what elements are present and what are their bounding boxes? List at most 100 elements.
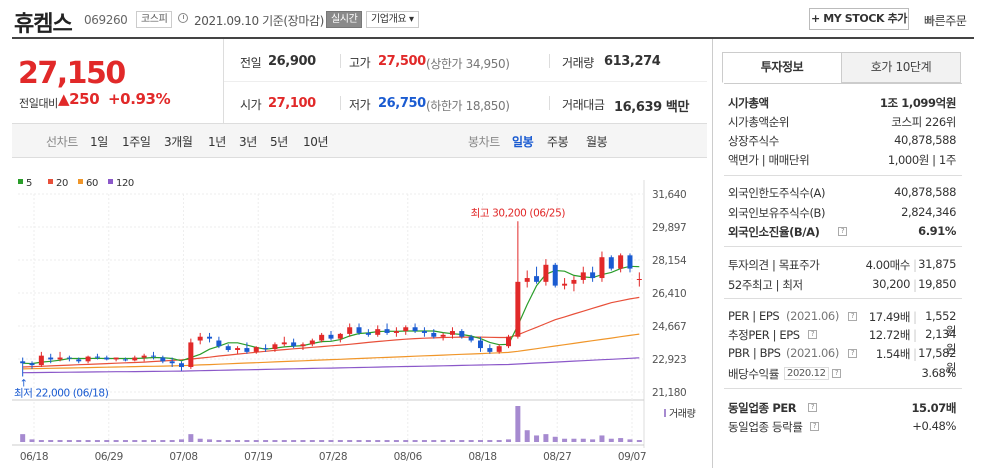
legend-swatch (78, 179, 83, 184)
opinion-label: 투자의견 | 목표주가 (728, 258, 820, 272)
volume-bar (506, 439, 512, 442)
candle-body (534, 276, 540, 282)
volume-bar (29, 439, 35, 442)
divider (724, 388, 962, 389)
tab-hoga[interactable]: 호가 10단계 (841, 52, 961, 83)
corp-info-dropdown[interactable]: 기업개요 ▾ (366, 11, 419, 28)
price-chart[interactable]: 5 20 60 120 31,640 29,897 28,154 26,410 24,667 2… (12, 158, 712, 468)
mktcap-label: 시가총액 (728, 96, 769, 110)
dividend-label: 배당수익률 (728, 367, 779, 381)
candle-body (449, 331, 455, 335)
candle-tab-weekly[interactable]: 주봉 (547, 135, 569, 149)
market-badge: 코스피 (136, 11, 173, 28)
period-tab-3y[interactable]: 3년 (239, 135, 257, 149)
volume-bar (403, 440, 409, 442)
w52-low: 19,850 (918, 277, 956, 291)
candle-body (524, 278, 530, 282)
volume-bar (76, 440, 82, 442)
volume-bar (188, 434, 194, 442)
period-tab-10y[interactable]: 10년 (303, 135, 329, 149)
high-label: 고가 (349, 56, 371, 70)
tab-underline (724, 83, 962, 84)
volume-bar (496, 440, 502, 442)
candle-body (562, 283, 568, 286)
candle-body (57, 357, 63, 360)
help-icon[interactable]: ? (848, 312, 857, 321)
help-icon[interactable]: ? (808, 403, 817, 412)
help-icon[interactable]: ? (808, 330, 817, 339)
volume-bar (244, 440, 250, 442)
industry-chg-value: +0.48% (912, 419, 956, 433)
volume-label: 거래량 (669, 408, 696, 420)
volume-bar (132, 440, 138, 442)
volume-bar (104, 440, 110, 442)
candle-body (76, 359, 82, 362)
volume-bar (431, 440, 437, 442)
quick-order-link[interactable]: 빠른주문 (924, 14, 967, 28)
volume-bar (66, 440, 72, 442)
candle-body (216, 340, 222, 347)
period-tab-1w[interactable]: 1주일 (122, 135, 151, 149)
candle-body (309, 340, 315, 345)
ma-line-20 (22, 296, 640, 368)
change-label: 전일대비 (19, 97, 58, 110)
volume-legend-swatch (664, 409, 666, 417)
volume-value: 613,274 (604, 54, 661, 69)
volume-bar (272, 440, 278, 442)
right-panel (712, 39, 982, 468)
add-mystock-button[interactable]: + MY STOCK 추가 (809, 8, 909, 30)
candle-body (66, 357, 72, 359)
y-tick-label: 28,154 (652, 255, 687, 267)
legend-label: 20 (56, 178, 68, 189)
chart-grid (12, 180, 645, 448)
volume-bar (393, 440, 399, 442)
volume-bar (356, 440, 362, 442)
candle-body (599, 257, 605, 279)
candle-body (459, 331, 465, 337)
help-icon[interactable]: ? (838, 227, 847, 236)
volume-bar (375, 440, 381, 442)
industry-chg-label: 동일업종 등락률 (728, 420, 803, 434)
period-tab-5y[interactable]: 5년 (270, 135, 288, 149)
candle-body (225, 346, 231, 350)
eps-value: 1,552원 (925, 309, 956, 338)
divider (724, 298, 962, 299)
stock-name: 휴켐스 (14, 12, 73, 37)
volume-bar (571, 438, 577, 442)
volume-bar (337, 440, 343, 442)
candle-body (487, 348, 493, 352)
x-tick-label: 06/29 (95, 451, 123, 463)
candle-tab-monthly[interactable]: 월봉 (586, 135, 608, 149)
divider (724, 246, 962, 247)
bps-value: 17,582원 (918, 346, 956, 375)
help-icon[interactable]: ? (848, 349, 857, 358)
par-value: 1,000원 | 1주 (887, 153, 957, 167)
candle-body (300, 344, 306, 347)
candle-tab-daily[interactable]: 일봉 (512, 135, 534, 149)
volume-label: 거래량 (562, 56, 594, 70)
x-tick-label: 07/08 (169, 451, 197, 463)
divider (724, 175, 962, 176)
y-tick-label: 21,180 (652, 387, 686, 399)
clock-icon (178, 13, 188, 23)
help-icon[interactable]: ? (810, 422, 819, 431)
x-tick-label: 08/06 (394, 451, 423, 463)
rank-value: 코스피 226위 (891, 115, 956, 129)
period-tab-3m[interactable]: 3개월 (164, 135, 193, 149)
dividend-date: 2020.12 (784, 367, 829, 380)
candle-body (543, 264, 549, 282)
y-tick-label: 22,923 (652, 354, 686, 366)
period-tab-1y[interactable]: 1년 (208, 135, 226, 149)
quote-row-divider (224, 81, 707, 82)
volume-bar (38, 440, 44, 442)
rank-label: 시가총액순위 (728, 115, 790, 129)
candle-body (365, 332, 371, 335)
foreign-limit-value: 40,878,588 (894, 185, 956, 199)
tab-invest-info[interactable]: 투자정보 (722, 52, 842, 83)
volume-bar (534, 435, 540, 442)
realtime-button[interactable]: 실시간 (326, 11, 363, 28)
period-tab-1d[interactable]: 1일 (90, 135, 108, 149)
candle-body (38, 355, 44, 366)
help-icon[interactable]: ? (832, 369, 841, 378)
candle-body (552, 264, 558, 286)
